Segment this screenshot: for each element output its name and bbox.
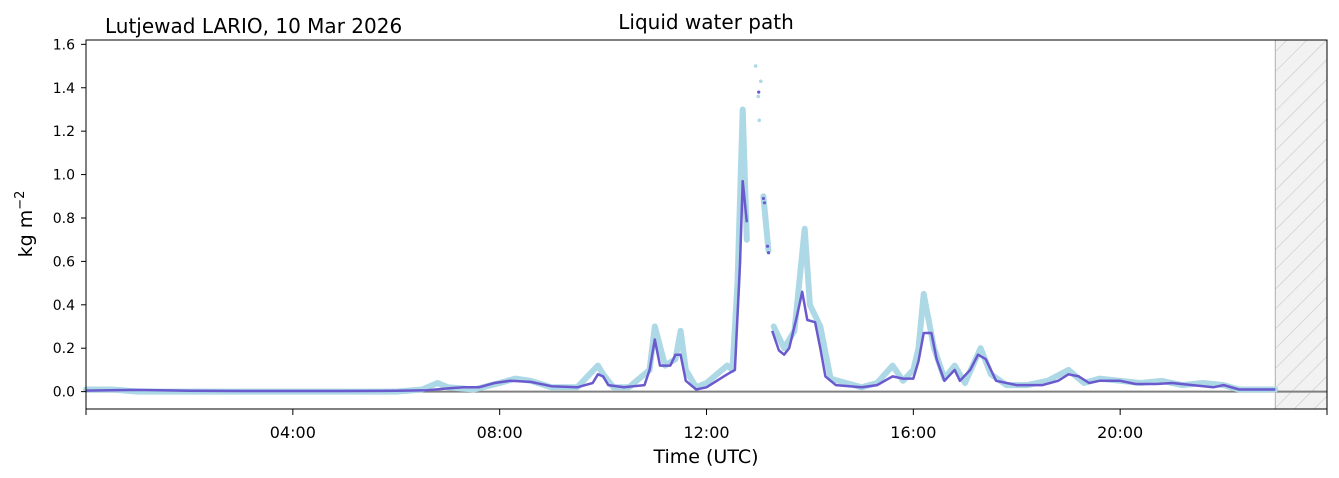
y-tick-label: 0.6 (53, 254, 75, 270)
y-tick-label: 0.2 (53, 341, 75, 357)
smoothed-point-4 (757, 90, 761, 94)
raw-series-segment-1 (760, 193, 772, 254)
x-axis-ticks: 04:00 08:00 12:00 16:00 20:00 (85, 409, 1328, 442)
site-title: Lutjewad LARIO, 10 Mar 2026 (105, 14, 402, 38)
x-tick-label: 12:00 (683, 423, 729, 442)
x-tick-label: 16:00 (890, 423, 936, 442)
raw-series-segment-0 (83, 106, 750, 395)
smoothed-series-segment-0 (85, 179, 749, 393)
y-tick-label: 0.0 (53, 385, 75, 401)
raw-point-1 (756, 94, 761, 99)
smoothed-point-1 (762, 201, 767, 205)
x-tick-label: 08:00 (477, 423, 523, 442)
y-axis-ticks: 0.0 0.2 0.4 0.6 0.8 1.0 1.2 1.4 1.6 (53, 37, 86, 401)
x-tick-label: 20:00 (1097, 423, 1143, 442)
y-axis-label-base: kg m (15, 210, 37, 258)
smoothed-point-3 (766, 251, 771, 255)
raw-point-0 (753, 64, 758, 68)
x-axis-label: Time (UTC) (652, 446, 758, 468)
raw-series-segment-2 (770, 225, 1279, 393)
smoothed-lwp-line (85, 90, 1276, 393)
smoothed-point-0 (761, 196, 765, 201)
y-tick-label: 0.8 (53, 211, 75, 227)
y-axis-label: kg m−2 (13, 191, 37, 258)
y-tick-label: 1.6 (53, 37, 75, 53)
raw-lwp-points (83, 64, 1279, 395)
missing-data-hatch (1275, 40, 1327, 409)
y-tick-label: 1.0 (53, 168, 75, 184)
raw-point-3 (758, 79, 763, 84)
x-tick-label: 04:00 (270, 423, 316, 442)
y-tick-label: 0.4 (53, 298, 75, 314)
y-tick-label: 1.2 (53, 124, 75, 140)
y-tick-label: 1.4 (53, 81, 75, 97)
smoothed-point-2 (765, 244, 770, 248)
y-axis-label-exponent: −2 (13, 191, 28, 210)
missing-data-region (1274, 40, 1327, 409)
raw-point-2 (757, 118, 762, 123)
smoothed-series-segment-1 (771, 290, 1276, 391)
chart-title: Liquid water path (618, 10, 794, 34)
plot-frame (85, 39, 1328, 410)
